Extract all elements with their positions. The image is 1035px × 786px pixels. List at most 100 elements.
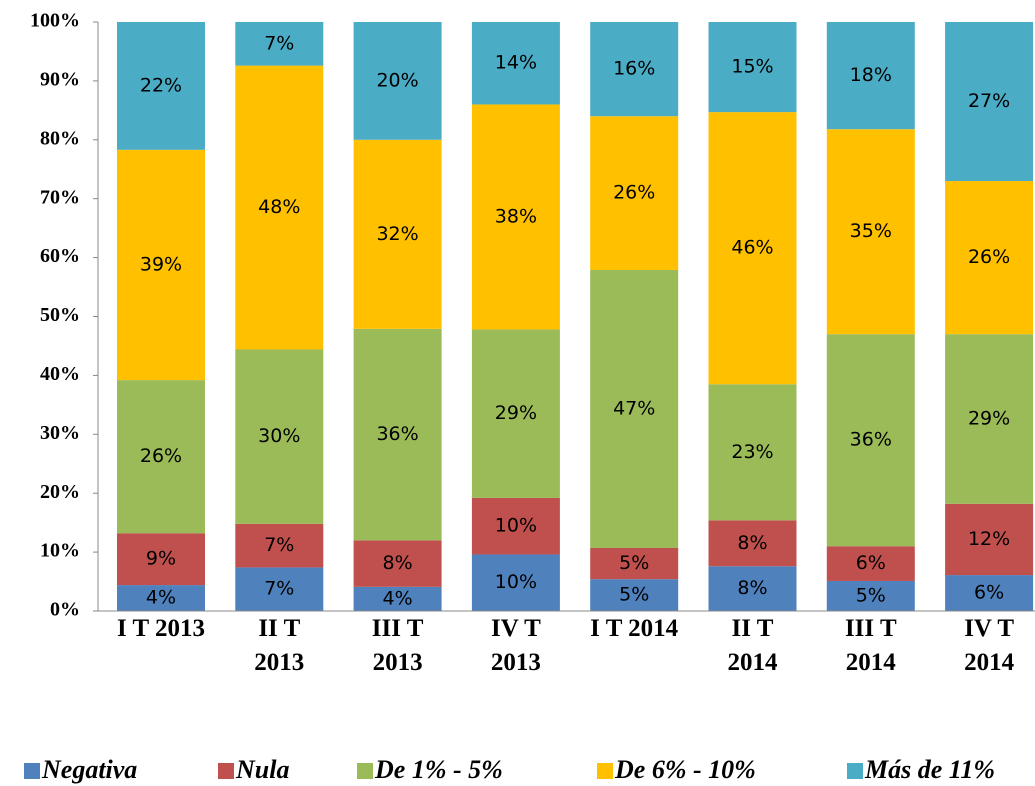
y-tick-label: 70%: [40, 186, 80, 208]
bar-segment: [471, 497, 560, 555]
bar-segment: [235, 523, 324, 568]
data-label: 26%: [613, 182, 655, 204]
bar-segment: [471, 104, 560, 330]
data-label: 5%: [856, 584, 886, 606]
legend-swatch: [357, 763, 373, 779]
data-label: 29%: [495, 402, 537, 424]
data-label: 7%: [264, 534, 294, 556]
bar-segment: [826, 334, 915, 547]
legend-label: De 6% - 10%: [614, 755, 756, 784]
data-label: 4%: [146, 587, 176, 609]
bar-segment: [235, 65, 324, 350]
x-tick-label: II T 2013: [254, 615, 305, 676]
legend-label: Más de 11%: [864, 755, 995, 784]
legend-swatch: [847, 763, 863, 779]
bar-segment: [353, 139, 442, 329]
data-label: 14%: [495, 52, 537, 74]
x-tick-label: III T 2013: [371, 615, 424, 676]
data-label: 35%: [850, 220, 892, 242]
data-label: 8%: [383, 552, 413, 574]
bar-segment: [945, 503, 1034, 576]
bar-segment: [945, 334, 1034, 504]
bar-segment: [826, 546, 915, 581]
x-tick-label: I T 2014: [590, 615, 679, 642]
bar-segment: [117, 22, 205, 150]
data-label: 30%: [258, 425, 300, 447]
x-tick-label: I T 2013: [116, 615, 205, 642]
bar-segment: [590, 547, 679, 580]
data-label: 7%: [264, 578, 294, 600]
data-label: 47%: [613, 397, 655, 419]
bar-segment: [945, 181, 1034, 335]
y-tick-label: 50%: [40, 304, 80, 326]
y-tick-label: 40%: [40, 363, 80, 385]
bar-segment: [353, 22, 442, 140]
bar-segment: [235, 22, 324, 66]
data-label: 5%: [619, 584, 649, 606]
bar-segment: [708, 112, 797, 385]
legend-swatch: [218, 763, 234, 779]
bar-segment: [708, 22, 797, 113]
bar-segment: [117, 585, 205, 611]
data-label: 26%: [968, 246, 1010, 268]
data-label: 7%: [264, 32, 294, 54]
bar-segment: [590, 269, 679, 548]
data-label: 32%: [376, 223, 418, 245]
y-tick-label: 20%: [40, 481, 80, 503]
data-label: 22%: [140, 74, 182, 96]
data-label: 15%: [731, 56, 773, 78]
data-label: 16%: [613, 58, 655, 80]
data-label: 8%: [737, 577, 767, 599]
data-label: 4%: [383, 587, 413, 609]
bar-segment: [945, 22, 1034, 182]
data-label: 8%: [737, 532, 767, 554]
bar-segment: [235, 349, 324, 524]
data-label: 9%: [146, 548, 176, 570]
bar-segment: [708, 520, 797, 567]
data-label: 36%: [376, 423, 418, 445]
data-label: 10%: [495, 571, 537, 593]
bar-segment: [471, 554, 560, 611]
legend-swatch: [597, 763, 613, 779]
bar-segment: [590, 116, 679, 270]
bar-segment: [353, 328, 442, 541]
data-label: 12%: [968, 528, 1010, 550]
bar-segment: [945, 575, 1034, 611]
y-tick-label: 60%: [40, 245, 80, 267]
x-tick-label: III T 2014: [844, 615, 897, 676]
x-tick-label: IV T 2013: [490, 615, 541, 676]
y-tick-label: 100%: [30, 10, 80, 32]
bar-segment: [590, 22, 679, 117]
bar-segment: [471, 329, 560, 498]
data-label: 26%: [140, 445, 182, 467]
bar-segment: [117, 149, 205, 381]
data-label: 5%: [619, 552, 649, 574]
data-label: 39%: [140, 253, 182, 275]
y-tick-label: 90%: [40, 68, 80, 90]
data-label: 27%: [968, 90, 1010, 112]
bar-segment: [708, 384, 797, 521]
data-label: 6%: [856, 552, 886, 574]
bar-segment: [826, 22, 915, 130]
y-tick-label: 0%: [50, 599, 80, 621]
y-tick-label: 10%: [40, 540, 80, 562]
legend-label: Negativa: [41, 755, 137, 784]
bar-segment: [353, 586, 442, 611]
data-label: 48%: [258, 196, 300, 218]
data-label: 20%: [376, 69, 418, 91]
bar-segment: [590, 579, 679, 611]
data-label: 38%: [495, 205, 537, 227]
x-tick-label: II T 2014: [727, 615, 778, 676]
legend-label: Nula: [235, 755, 289, 784]
bar-segment: [117, 533, 205, 586]
legend-swatch: [24, 763, 40, 779]
bar-segment: [117, 380, 205, 534]
legend-label: De 1% - 5%: [374, 755, 503, 784]
bar-segment: [826, 580, 915, 611]
data-label: 10%: [495, 515, 537, 537]
y-tick-label: 80%: [40, 127, 80, 149]
y-tick-label: 30%: [40, 422, 80, 444]
data-label: 23%: [731, 441, 773, 463]
x-tick-label: IV T 2014: [964, 615, 1015, 676]
